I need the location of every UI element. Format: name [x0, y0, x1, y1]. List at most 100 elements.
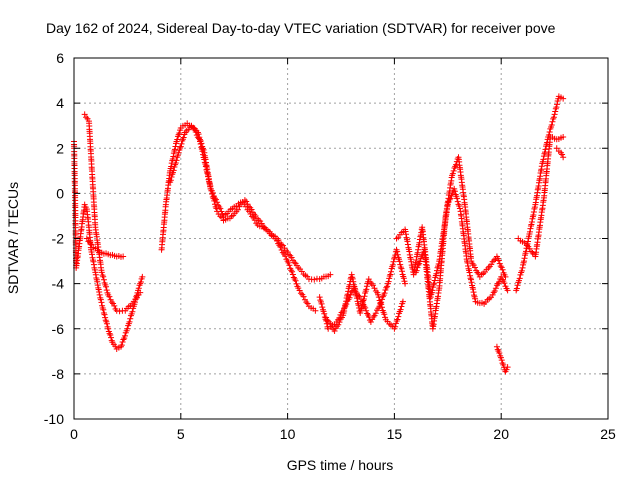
data-point — [501, 280, 508, 287]
data-point — [285, 251, 292, 258]
data-point — [504, 364, 511, 371]
data-point — [471, 264, 478, 271]
data-point — [550, 114, 557, 121]
y-tick-label: -10 — [44, 411, 64, 427]
data-point — [124, 325, 131, 332]
data-point — [503, 366, 510, 373]
data-point — [355, 302, 362, 309]
data-point — [372, 310, 379, 317]
data-point — [348, 271, 355, 278]
data-point — [379, 293, 386, 300]
data-point — [496, 278, 503, 285]
y-tick-label: -6 — [52, 321, 65, 337]
data-point — [169, 156, 176, 163]
data-point — [284, 249, 291, 256]
data-point — [81, 111, 88, 118]
data-point — [489, 258, 496, 265]
data-point — [319, 304, 326, 311]
data-point — [311, 276, 318, 283]
data-point — [394, 248, 401, 255]
data-point — [468, 276, 475, 283]
y-tick-label: 4 — [56, 95, 64, 111]
data-point — [363, 307, 370, 314]
data-point — [472, 295, 479, 302]
data-point — [177, 143, 184, 150]
data-point — [431, 277, 438, 284]
data-point — [170, 167, 177, 174]
data-point — [83, 114, 90, 121]
data-point — [538, 163, 545, 170]
data-point — [364, 310, 371, 317]
data-point — [549, 118, 556, 125]
data-point — [101, 311, 108, 318]
data-point — [453, 161, 460, 168]
data-point — [282, 253, 289, 260]
data-point — [454, 198, 461, 205]
data-point — [554, 101, 561, 108]
data-point — [319, 306, 326, 313]
data-point — [495, 257, 502, 264]
x-tick-label: 15 — [387, 426, 403, 442]
x-tick-label: 10 — [280, 426, 296, 442]
data-point — [103, 320, 110, 327]
data-point — [171, 146, 178, 153]
x-tick-label: 25 — [600, 426, 616, 442]
data-point — [100, 273, 107, 280]
data-point — [542, 146, 549, 153]
data-point — [350, 278, 357, 285]
data-point — [395, 313, 402, 320]
data-point — [435, 260, 442, 267]
data-point — [172, 143, 179, 150]
data-point — [304, 300, 311, 307]
data-point — [300, 293, 307, 300]
chart-title: Day 162 of 2024, Sidereal Day-to-day VTE… — [46, 20, 556, 36]
data-point — [396, 258, 403, 265]
data-point — [362, 304, 369, 311]
data-point — [392, 323, 399, 330]
data-point — [318, 300, 325, 307]
data-point — [359, 303, 366, 310]
data-point — [289, 268, 296, 275]
data-point — [241, 197, 248, 204]
data-point — [474, 269, 481, 276]
data-point — [516, 275, 523, 282]
data-point — [383, 284, 390, 291]
data-point — [96, 291, 103, 298]
data-point — [98, 299, 105, 306]
data-point — [394, 251, 401, 258]
data-point — [139, 273, 146, 280]
data-point — [467, 275, 474, 282]
data-point — [514, 282, 521, 289]
data-point — [499, 276, 506, 283]
data-point — [344, 291, 351, 298]
data-point — [198, 140, 205, 147]
data-points-layer — [71, 93, 567, 375]
y-tick-label: 2 — [56, 140, 64, 156]
data-point — [367, 318, 374, 325]
data-point — [529, 249, 536, 256]
data-point — [414, 264, 421, 271]
data-point — [370, 282, 377, 289]
data-point — [211, 195, 218, 202]
data-point — [488, 261, 495, 268]
data-point — [399, 298, 406, 305]
data-point — [390, 258, 397, 265]
data-point — [321, 310, 328, 317]
data-point — [108, 334, 115, 341]
data-point — [135, 285, 142, 292]
data-point — [413, 267, 420, 274]
data-point — [528, 248, 535, 255]
data-point — [327, 320, 334, 327]
data-point — [292, 277, 299, 284]
data-point — [465, 262, 472, 269]
data-point — [218, 208, 225, 215]
data-point — [343, 298, 350, 305]
data-point — [200, 146, 207, 153]
data-point — [234, 206, 241, 213]
data-point — [464, 259, 471, 266]
y-tick-label: 6 — [56, 50, 64, 66]
data-point — [341, 307, 348, 314]
data-point — [129, 308, 136, 315]
data-point — [195, 131, 202, 138]
